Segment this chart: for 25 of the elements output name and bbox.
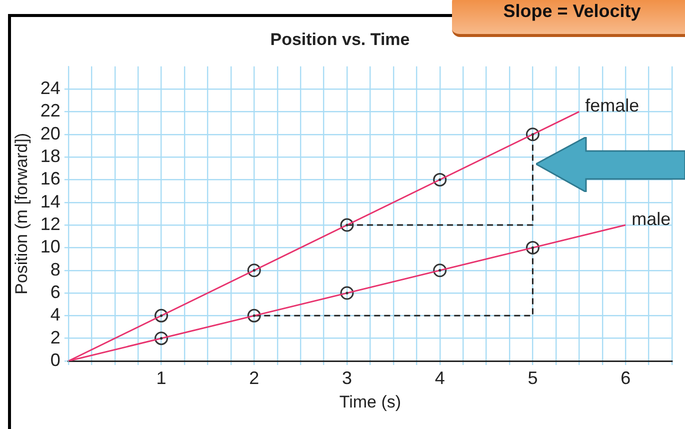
y-tick-label: 10 <box>40 236 60 257</box>
y-tick-label: 22 <box>40 100 60 121</box>
x-tick-label: 3 <box>342 368 352 388</box>
x-tick-label: 6 <box>620 368 631 388</box>
chart-title: Position vs. Time <box>270 30 410 49</box>
y-tick-label: 4 <box>50 304 60 325</box>
y-tick-label: 6 <box>50 282 60 302</box>
y-axis-title: Position (m [forward]) <box>12 132 31 294</box>
x-tick-label: 5 <box>528 368 538 388</box>
series-label: female <box>585 96 640 116</box>
x-axis-title: Time (s) <box>339 392 402 412</box>
y-tick-label: 20 <box>40 123 60 144</box>
y-tick-label: 14 <box>40 191 60 212</box>
x-tick-label: 2 <box>249 368 260 388</box>
text: Slope = Velocity <box>452 0 685 37</box>
y-tick-label: 8 <box>50 259 60 280</box>
y-tick-label: 16 <box>40 168 60 189</box>
x-tick-label: 4 <box>434 368 445 388</box>
series-label: male <box>632 209 671 229</box>
x-tick-label: 1 <box>156 368 166 388</box>
y-tick-label: 18 <box>40 146 60 166</box>
y-tick-label: 24 <box>40 78 60 98</box>
y-tick-label: 0 <box>50 350 60 370</box>
y-tick-label: 12 <box>40 214 60 234</box>
y-tick-label: 2 <box>50 327 60 348</box>
